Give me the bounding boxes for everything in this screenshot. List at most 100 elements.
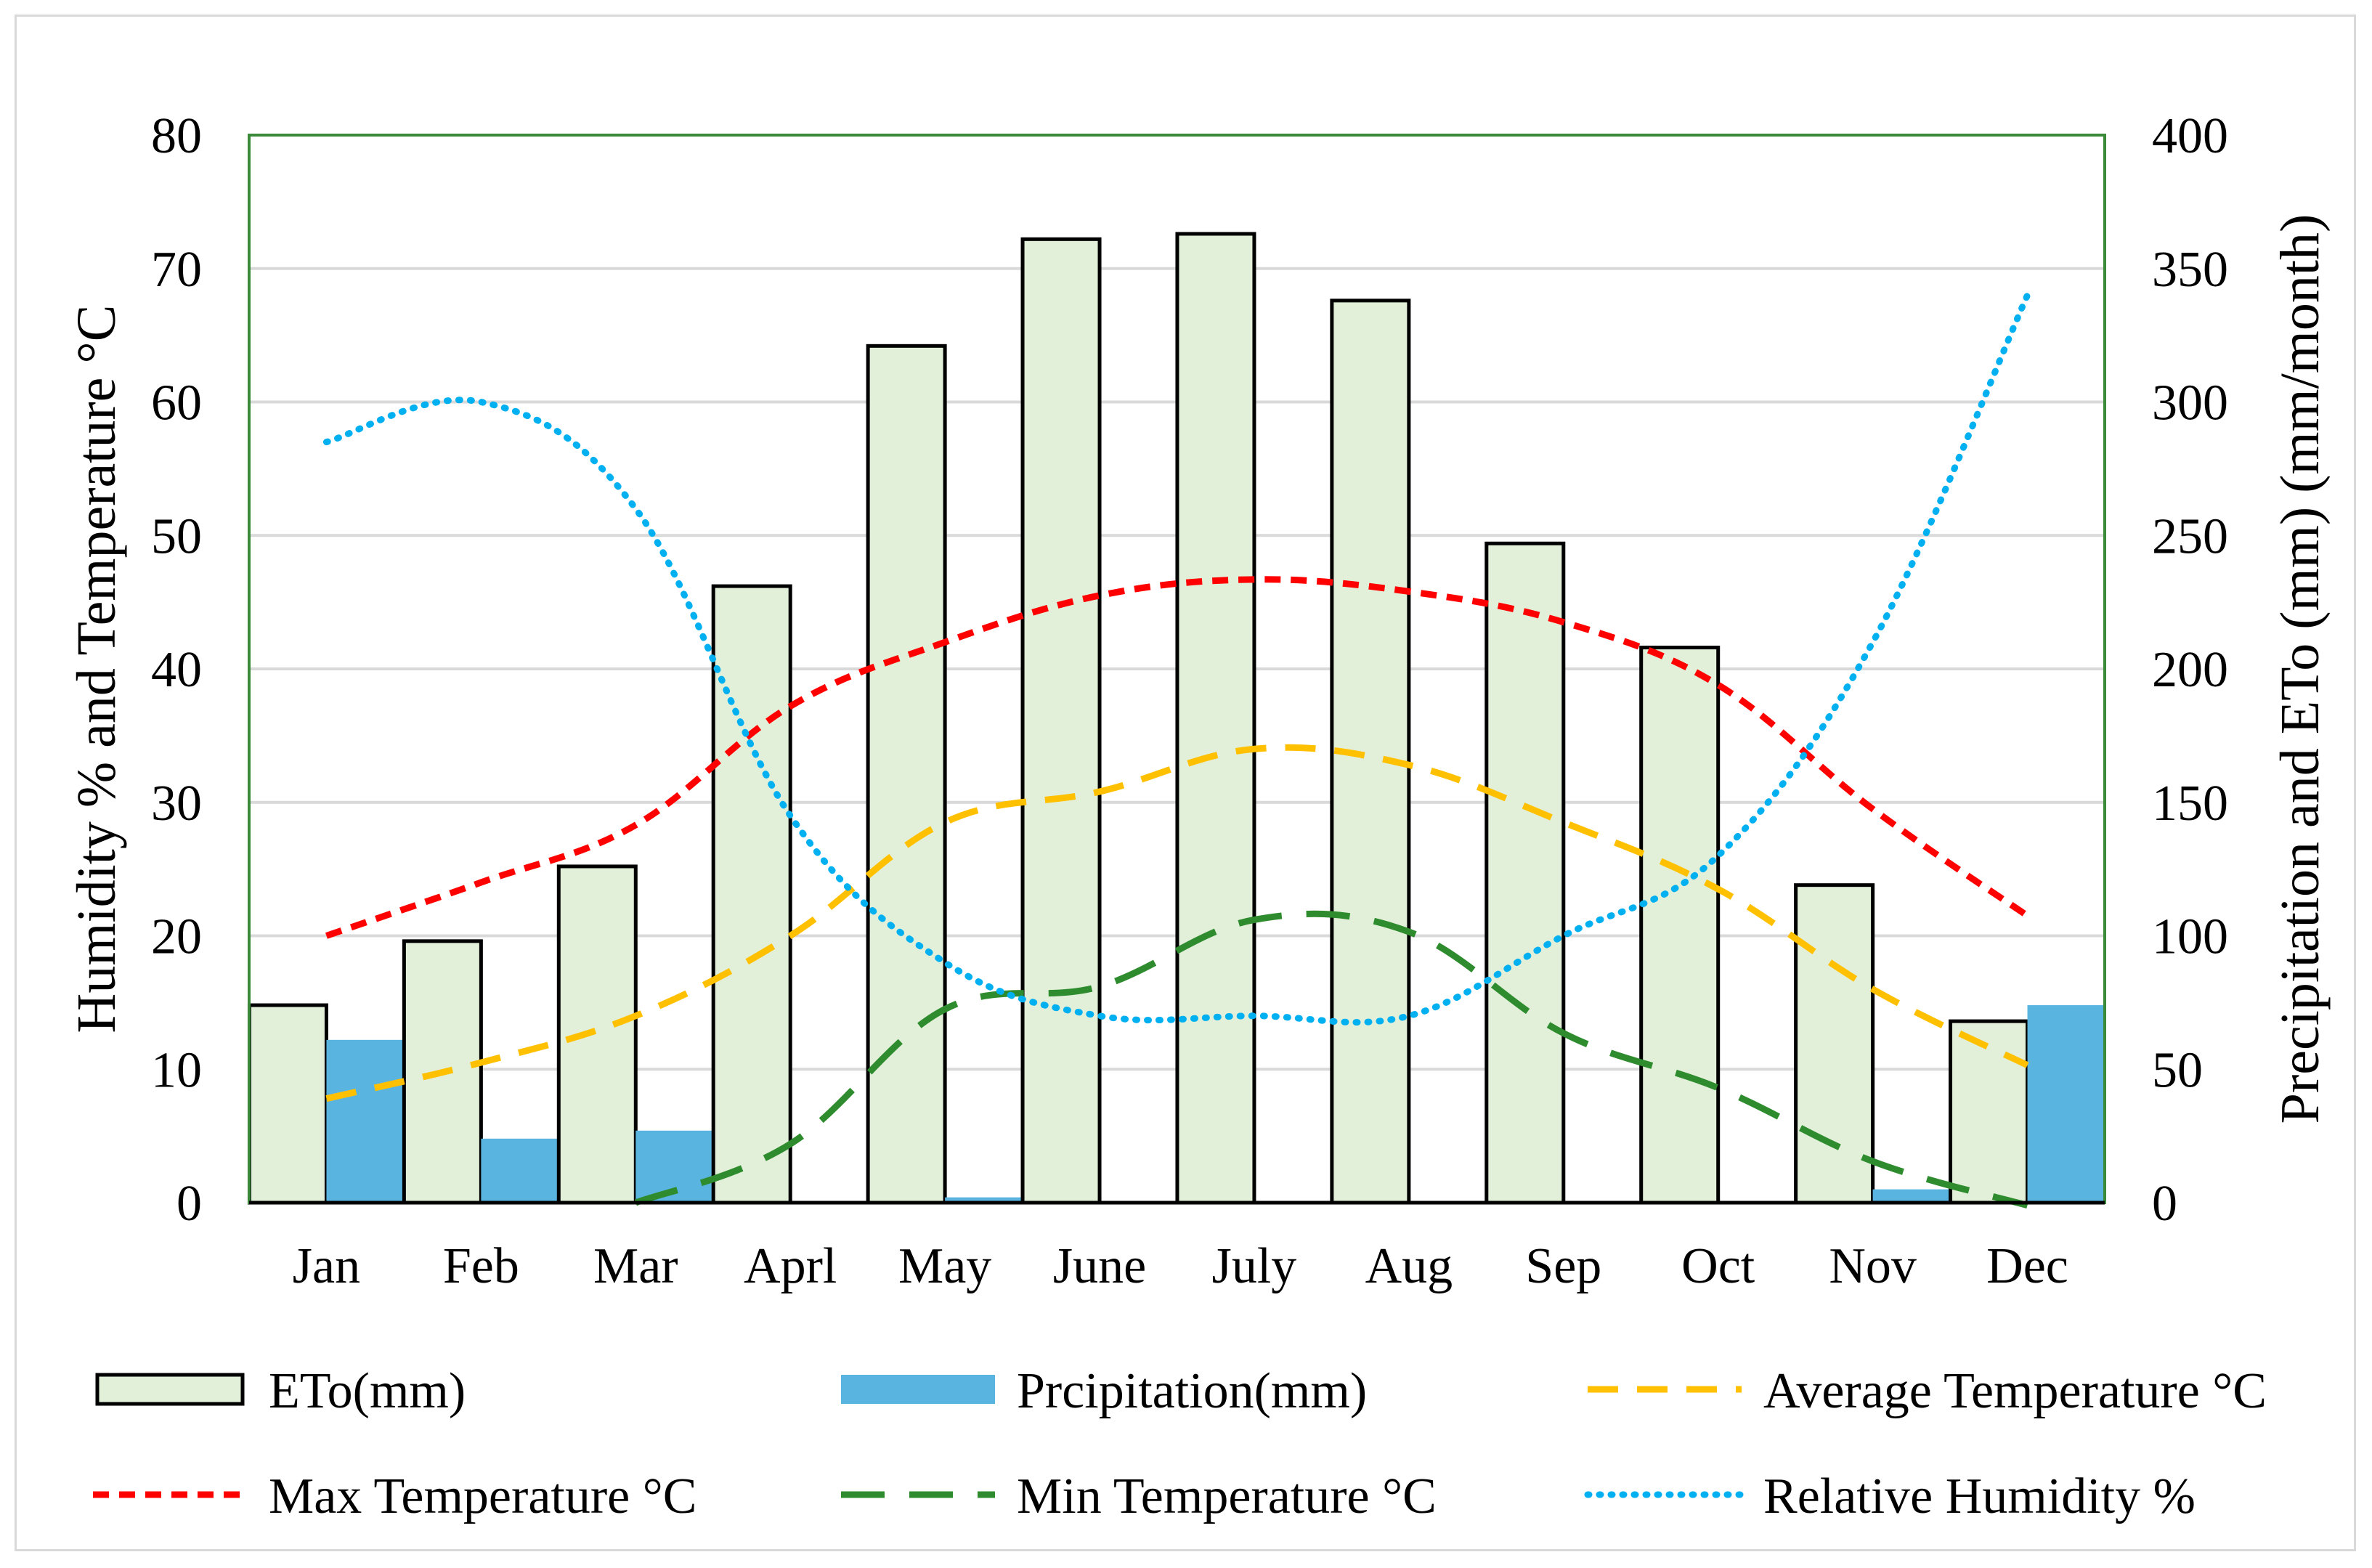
data-point — [635, 508, 636, 510]
data-point — [2027, 1065, 2028, 1066]
legend-label: Average Temperature °C — [1763, 1363, 2267, 1419]
data-point — [1099, 791, 1100, 792]
data-point — [1099, 986, 1100, 987]
right-tick-label: 100 — [2152, 909, 2228, 965]
data-point — [2027, 1205, 2028, 1206]
data-point — [944, 641, 946, 643]
category-label-aprl: Aprl — [744, 1238, 837, 1294]
data-point — [1872, 808, 1874, 810]
data-point — [789, 1143, 791, 1145]
data-point — [1872, 1161, 1874, 1162]
data-point — [789, 815, 791, 816]
eto-bar-june — [1020, 237, 1102, 1205]
legend-item: Min Temperature °C — [841, 1469, 1437, 1524]
category-label-sep: Sep — [1525, 1238, 1601, 1294]
right-tick-label: 300 — [2152, 375, 2228, 431]
data-point — [1408, 764, 1410, 765]
category-label-feb: Feb — [443, 1238, 519, 1294]
data-point — [1254, 579, 1255, 580]
category-label-dec: Dec — [1986, 1238, 2068, 1294]
min-temperature-line — [634, 910, 2028, 1209]
data-point — [480, 402, 482, 403]
category-label-jan: Jan — [293, 1238, 360, 1294]
data-point — [1099, 1015, 1100, 1017]
right-tick-label: 0 — [2152, 1176, 2177, 1232]
data-point — [1563, 821, 1564, 823]
data-point — [1099, 595, 1100, 596]
data-point — [1718, 684, 1719, 686]
line-series — [322, 292, 2031, 1209]
legend-item: Average Temperature °C — [1588, 1363, 2267, 1419]
category-label-oct: Oct — [1681, 1238, 1755, 1294]
data-point — [789, 935, 791, 937]
precipitation-bar-nov — [1872, 1189, 1950, 1203]
legend-swatch-eto — [95, 1373, 245, 1406]
data-point — [1408, 590, 1410, 592]
precipitation-bar-may — [945, 1197, 1023, 1203]
data-point — [325, 442, 327, 443]
legend-item: Relative Humidity % — [1584, 1469, 2196, 1524]
data-point — [480, 1062, 482, 1063]
category-label-may: May — [898, 1238, 991, 1294]
eto-bar-oct — [1639, 646, 1721, 1205]
data-point — [1254, 919, 1255, 920]
category-label-july: July — [1212, 1238, 1297, 1294]
left-tick-label: 60 — [151, 375, 202, 431]
data-point — [944, 962, 946, 963]
left-tick-label: 80 — [151, 108, 202, 164]
data-point — [635, 824, 636, 826]
right-tick-label: 200 — [2152, 642, 2228, 698]
data-point — [1563, 1033, 1564, 1034]
left-tick-label: 70 — [151, 242, 202, 298]
legend-item: Max Temperature °C — [93, 1469, 696, 1524]
legend-item: ETo(mm) — [95, 1363, 466, 1419]
data-point — [1254, 748, 1255, 750]
right-tick-label: 150 — [2152, 776, 2228, 832]
legend-label: Max Temperature °C — [269, 1469, 696, 1524]
precipitation-bar-dec — [2027, 1005, 2105, 1203]
data-point — [1563, 935, 1564, 937]
left-axis-title: Humidity % and Temperature °C — [66, 305, 127, 1033]
eto-bar-july — [1175, 232, 1256, 1205]
eto-bar-sep — [1484, 541, 1566, 1205]
category-label-aug: Aug — [1365, 1238, 1453, 1294]
data-point — [1563, 622, 1564, 623]
relative-humidity-line — [322, 292, 2031, 1026]
right-tick-label: 250 — [2152, 508, 2228, 564]
data-point — [480, 882, 482, 883]
precipitation-bar-jan — [326, 1039, 404, 1203]
data-point — [2027, 915, 2028, 917]
right-tick-label: 50 — [2152, 1042, 2203, 1098]
axes: 0 10 20 30 40 50 60 70 80 0 50 100 150 200 250 300 350 40… — [151, 108, 2228, 1294]
left-tick-label: 10 — [151, 1042, 202, 1098]
data-point — [944, 1009, 946, 1010]
category-label-mar: Mar — [593, 1238, 678, 1294]
eto-bar-jan — [247, 1003, 328, 1205]
right-tick-label: 350 — [2152, 242, 2228, 298]
eto-bar-may — [866, 344, 947, 1205]
right-tick-label: 400 — [2152, 108, 2228, 164]
avg-temperature-line — [325, 744, 2029, 1102]
eto-bar-mar — [556, 864, 638, 1205]
data-point — [1254, 1015, 1255, 1017]
legend-label: Min Temperature °C — [1017, 1469, 1437, 1524]
data-point — [635, 1015, 636, 1017]
data-point — [1872, 988, 1874, 990]
data-point — [1872, 641, 1874, 643]
left-tick-label: 20 — [151, 909, 202, 965]
left-tick-label: 40 — [151, 642, 202, 698]
right-axis-title: Precipitation and ETo (mm) (mm/month) — [2270, 214, 2331, 1124]
data-point — [325, 1098, 327, 1100]
category-label-june: June — [1053, 1238, 1146, 1294]
precipitation-bar-feb — [481, 1138, 559, 1203]
eto-bar-nov — [1794, 883, 1875, 1205]
left-tick-label: 30 — [151, 776, 202, 832]
legend-label: ETo(mm) — [269, 1363, 466, 1419]
data-point — [325, 935, 327, 937]
chart-frame — [15, 15, 2356, 1551]
legend: ETo(mm) Prcipitation(mm) Average Temperatu… — [93, 1363, 2267, 1524]
legend-label: Prcipitation(mm) — [1017, 1363, 1367, 1419]
eto-bar-aprl — [711, 584, 792, 1205]
data-point — [1718, 1087, 1719, 1089]
